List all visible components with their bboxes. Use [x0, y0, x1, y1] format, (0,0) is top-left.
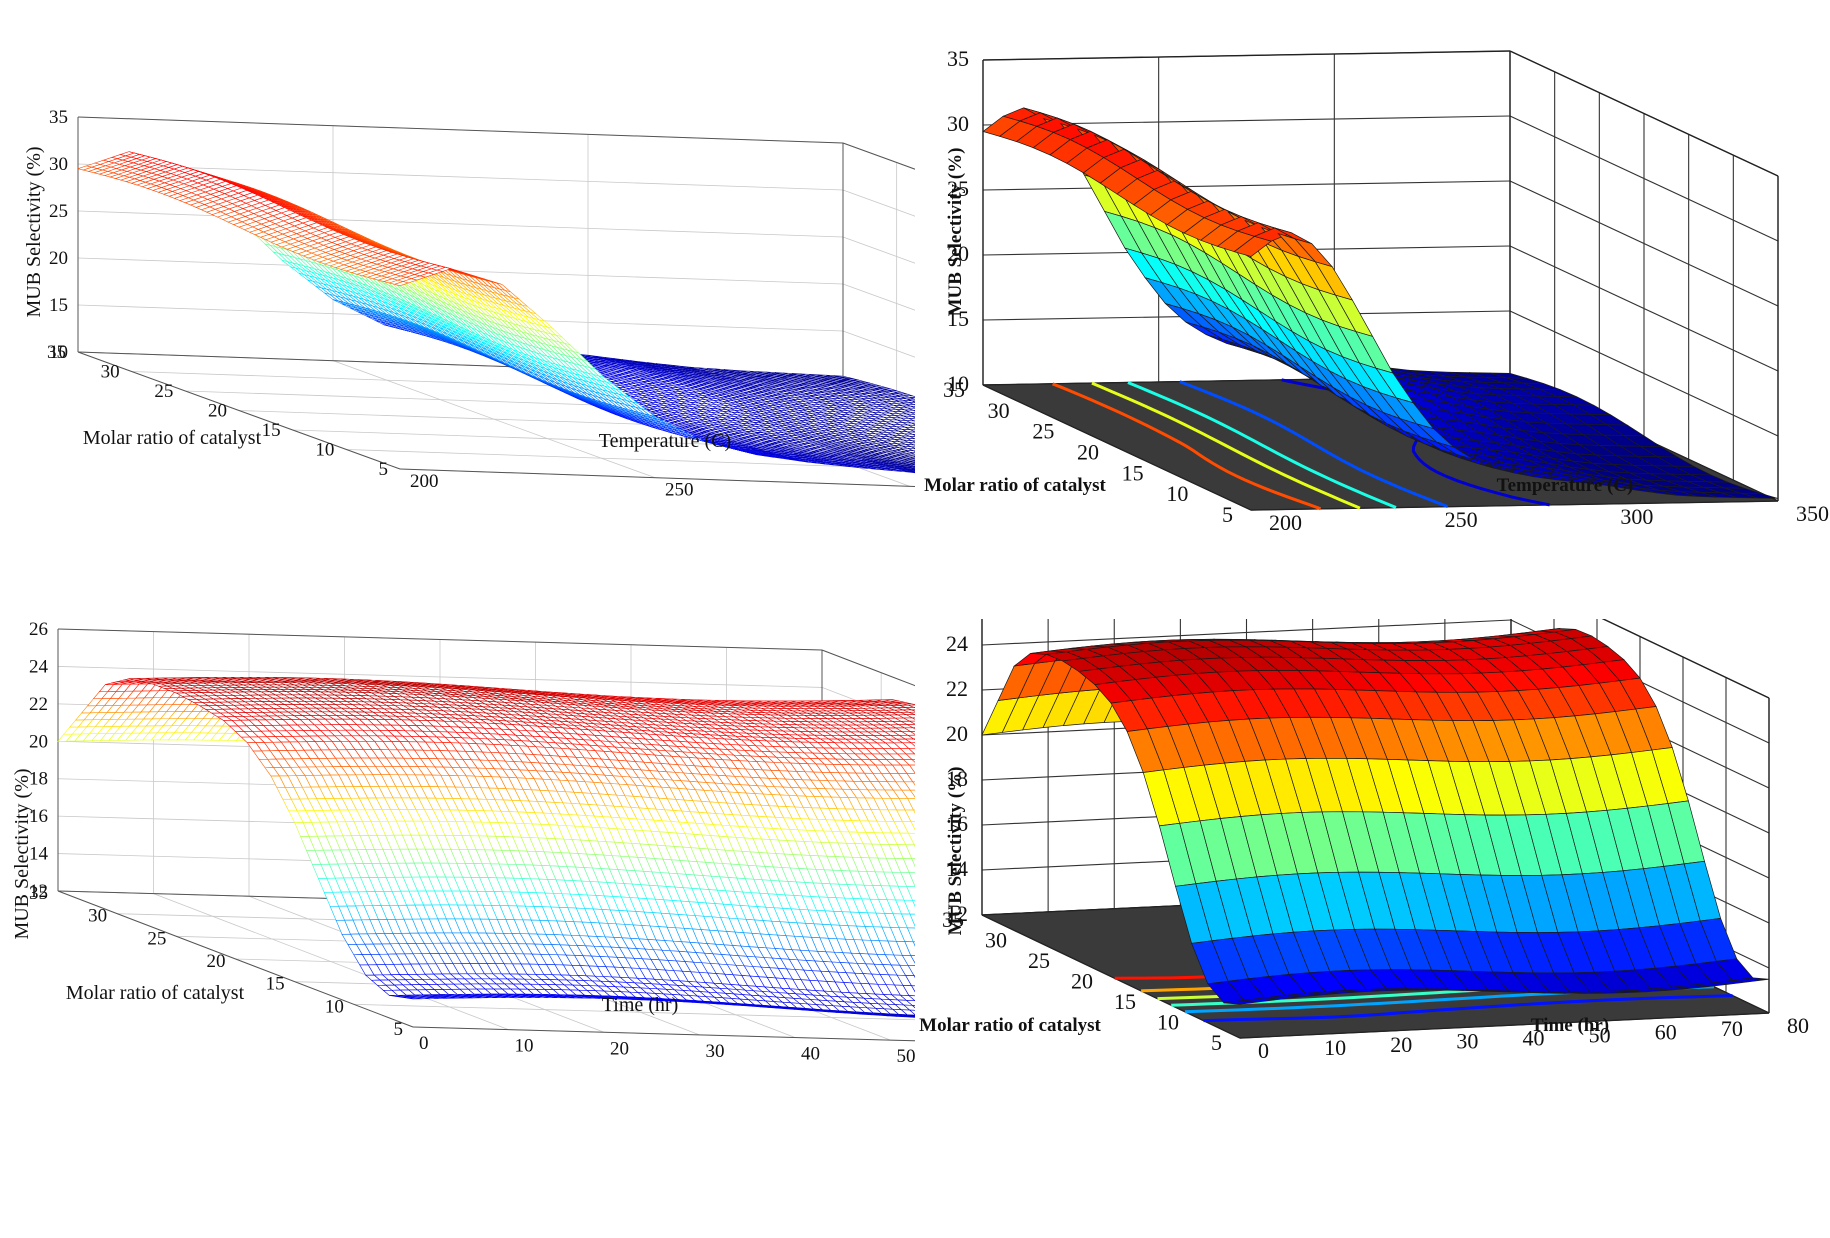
wall-grid-line: [842, 330, 915, 358]
wall-grid-line: [77, 257, 844, 285]
floor-grid-line: [399, 468, 915, 487]
box-edge: [77, 351, 401, 470]
wall-grid-line: [77, 163, 844, 191]
surface-plot-temperature-mesh: 1015202530355101520253035200250300Temper…: [23, 107, 915, 501]
wall-grid-line: [842, 189, 915, 217]
box-edge: [399, 468, 915, 488]
box-edge: [842, 142, 915, 170]
floor-grid-line: [292, 429, 915, 452]
surface: [76, 151, 915, 474]
floor-grid-line: [346, 449, 915, 470]
box-edge: [77, 116, 844, 144]
wall-grid-line: [77, 210, 844, 238]
wall-grid-line: [842, 236, 915, 264]
wall-grid-line: [842, 142, 915, 170]
wall-grid-line: [842, 283, 915, 311]
